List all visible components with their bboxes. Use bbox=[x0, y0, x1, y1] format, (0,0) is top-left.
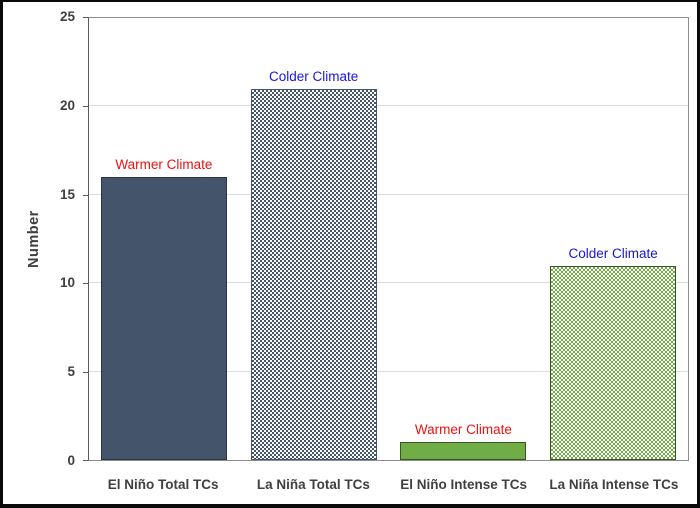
bar bbox=[250, 88, 377, 460]
y-tick-label: 5 bbox=[67, 364, 75, 380]
y-tick-mark bbox=[83, 105, 89, 107]
category-label: El Niño Total TCs bbox=[107, 476, 219, 492]
bar-group: Colder Climate bbox=[538, 18, 688, 460]
category-label: La Niña Total TCs bbox=[256, 476, 370, 492]
bar-group: Colder Climate bbox=[239, 18, 389, 460]
y-tick-mark bbox=[83, 372, 89, 374]
bar-group: Warmer Climate bbox=[89, 18, 239, 460]
bar bbox=[550, 265, 677, 460]
bars-container: Warmer Climate Colder Climate Warmer Clima… bbox=[89, 18, 688, 460]
y-tick-label: 0 bbox=[67, 453, 75, 468]
y-tick-label: 10 bbox=[59, 275, 75, 291]
gridline bbox=[89, 370, 688, 372]
plot-area: Warmer Climate Colder Climate Warmer Clima… bbox=[88, 17, 689, 461]
bar-annotation: Warmer Climate bbox=[414, 422, 512, 438]
y-tick-label: 25 bbox=[59, 9, 75, 24]
y-tick-mark bbox=[83, 283, 89, 285]
x-axis: El Niño Total TCs La Niña Total TCs El Niñ… bbox=[88, 462, 689, 504]
bar bbox=[100, 177, 227, 460]
y-axis: 0 5 10 15 20 25 bbox=[3, 9, 89, 468]
category-label: El Niño Intense TCs bbox=[400, 476, 528, 492]
bar-annotation: Colder Climate bbox=[568, 245, 658, 261]
y-tick-label: 20 bbox=[59, 97, 75, 113]
y-tick-mark bbox=[83, 194, 89, 196]
gridline bbox=[89, 105, 688, 107]
bar-group: Warmer Climate bbox=[389, 18, 539, 460]
bar bbox=[400, 442, 527, 460]
gridline bbox=[89, 193, 688, 195]
category-label: La Niña Intense TCs bbox=[549, 476, 679, 492]
gridline bbox=[89, 282, 688, 284]
y-tick-mark bbox=[83, 17, 89, 18]
bar-annotation: Colder Climate bbox=[268, 68, 359, 84]
y-tick-mark bbox=[83, 460, 89, 461]
y-tick-label: 15 bbox=[59, 186, 75, 202]
bar-annotation: Warmer Climate bbox=[115, 157, 213, 173]
